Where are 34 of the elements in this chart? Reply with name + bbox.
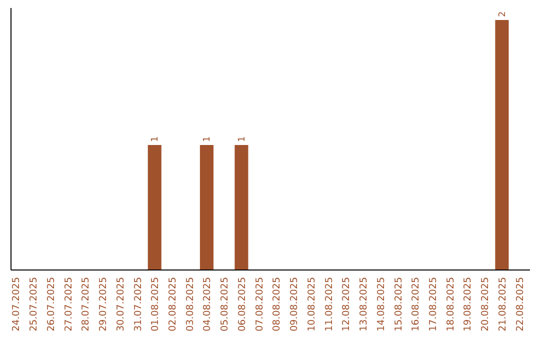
x-tick-label: 20.08.2025: [480, 277, 492, 332]
x-tick-label: 13.08.2025: [358, 277, 370, 332]
x-tick-label: 06.08.2025: [236, 277, 248, 332]
x-tick-label: 18.08.2025: [445, 277, 456, 332]
x-tick-label: 15.08.2025: [393, 277, 404, 332]
data-label: 1: [237, 136, 248, 142]
x-tick-label: 09.08.2025: [289, 277, 300, 332]
x-tick-label: 31.07.2025: [132, 277, 144, 332]
x-tick-label: 07.08.2025: [254, 277, 266, 332]
x-tick-label: 14.08.2025: [376, 277, 387, 332]
x-tick-label: 08.08.2025: [272, 277, 283, 332]
data-label: 1: [150, 136, 161, 142]
x-tick-label: 11.08.2025: [324, 277, 335, 332]
x-tick-label: 27.07.2025: [63, 277, 74, 332]
x-tick-label: 16.08.2025: [410, 277, 422, 332]
x-tick-label: 05.08.2025: [220, 277, 231, 332]
x-tick-label: 21.08.2025: [497, 277, 508, 332]
x-tick-label: 24.07.2025: [11, 277, 22, 332]
x-tick-label: 22.08.2025: [514, 277, 526, 332]
x-tick-label: 03.08.2025: [184, 277, 196, 332]
data-label: 1: [202, 136, 213, 142]
x-tick-label: 30.07.2025: [115, 277, 126, 332]
x-tick-label: 17.08.2025: [428, 277, 439, 332]
x-tick-label: 29.07.2025: [98, 277, 110, 332]
x-tick-label: 10.08.2025: [306, 277, 318, 332]
x-tick-label: 25.07.2025: [28, 277, 40, 332]
x-tick-label: 04.08.2025: [202, 277, 214, 332]
x-tick-label: 12.08.2025: [341, 277, 352, 332]
x-tick-label: 26.07.2025: [46, 277, 57, 332]
data-label: 2: [498, 11, 508, 17]
x-tick-label: 28.07.2025: [80, 277, 92, 332]
x-tick-label: 02.08.2025: [167, 277, 178, 332]
x-tick-label: 19.08.2025: [462, 277, 474, 332]
x-tick-label: 01.08.2025: [150, 277, 162, 332]
